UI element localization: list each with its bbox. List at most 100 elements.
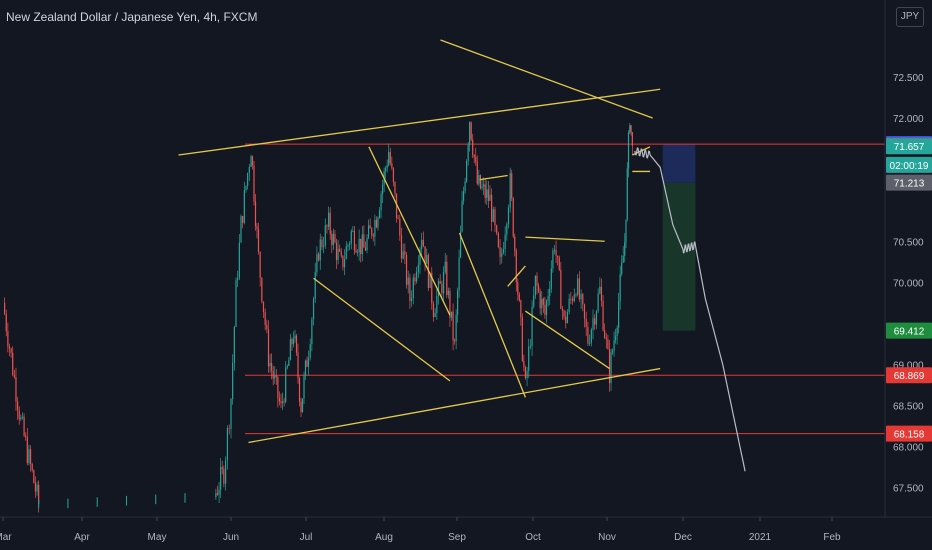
candle — [457, 290, 459, 315]
candle — [400, 235, 403, 259]
candle — [504, 234, 506, 250]
candle — [547, 295, 549, 302]
candle — [297, 352, 299, 379]
candle — [264, 312, 266, 325]
candle — [580, 294, 582, 300]
candle — [595, 311, 598, 325]
candle — [375, 219, 378, 228]
candle — [388, 151, 390, 166]
price-axis — [885, 0, 932, 550]
candle — [29, 449, 32, 465]
trendline — [368, 146, 451, 316]
candle — [594, 318, 596, 325]
price-label-box — [886, 425, 932, 442]
candle — [537, 285, 540, 292]
trendline — [458, 232, 527, 398]
candle — [473, 154, 475, 158]
candle — [31, 464, 33, 471]
candle — [225, 460, 227, 484]
candle — [434, 312, 436, 317]
take-profit-zone — [662, 182, 696, 331]
candle — [301, 398, 304, 413]
price-tick-label: 68.500 — [893, 402, 924, 413]
candle — [417, 264, 419, 272]
candle — [251, 156, 254, 166]
candle — [565, 316, 567, 324]
candle — [367, 225, 370, 238]
candle — [520, 300, 522, 318]
candle — [577, 278, 579, 295]
candle — [475, 157, 477, 162]
candle — [247, 173, 249, 186]
candle — [20, 417, 22, 420]
candle — [501, 252, 503, 257]
candle — [405, 254, 408, 285]
candle — [509, 173, 511, 208]
candle — [555, 249, 557, 256]
candle — [459, 231, 462, 258]
candle — [280, 401, 282, 404]
price-label: 68.158 — [886, 425, 932, 442]
candle — [298, 378, 301, 402]
candle — [600, 286, 603, 301]
candle — [486, 189, 488, 198]
time-tick-label: Sep — [448, 532, 466, 543]
candle — [350, 231, 352, 244]
candle — [631, 132, 633, 146]
candle — [568, 298, 570, 312]
candle — [339, 248, 341, 252]
candle — [558, 257, 560, 270]
candle — [521, 317, 523, 362]
candle — [262, 301, 265, 313]
candle — [514, 236, 516, 251]
candle — [5, 313, 7, 332]
candle — [481, 186, 483, 189]
candle — [363, 234, 365, 248]
candle — [578, 278, 580, 300]
candle — [444, 261, 446, 273]
candle — [13, 374, 15, 378]
candle — [624, 242, 626, 256]
candle — [626, 168, 628, 220]
candle — [529, 346, 531, 348]
candle — [492, 209, 494, 222]
candle — [28, 449, 30, 463]
candle — [311, 319, 313, 344]
candle — [575, 294, 577, 296]
candle — [528, 346, 530, 372]
candle — [470, 122, 472, 140]
candle — [347, 244, 349, 247]
price-label-box — [886, 174, 932, 191]
candle — [316, 254, 318, 273]
candle — [335, 242, 338, 260]
candle — [422, 239, 424, 247]
currency-button[interactable]: JPY — [896, 7, 924, 27]
candle — [358, 238, 360, 253]
candle — [309, 343, 311, 358]
candle — [281, 401, 284, 404]
chart-title: New Zealand Dollar / Japanese Yen, 4h, F… — [6, 10, 258, 24]
price-label-text: 71.213 — [894, 179, 925, 190]
candle — [502, 249, 505, 253]
candle — [289, 339, 291, 361]
price-label: 68.869 — [886, 367, 932, 384]
candle — [607, 339, 609, 350]
price-label: 71.657 — [886, 138, 932, 155]
candle — [409, 277, 411, 302]
candle — [452, 311, 454, 341]
candle — [416, 271, 418, 282]
candle — [230, 398, 232, 429]
candle — [412, 277, 414, 299]
candle — [439, 281, 441, 284]
candle — [557, 255, 559, 258]
candle — [507, 207, 510, 225]
candle — [372, 235, 374, 237]
candle — [395, 193, 398, 219]
candle — [484, 184, 486, 198]
candle — [237, 277, 239, 281]
candle — [245, 185, 247, 191]
time-tick-label: Dec — [674, 532, 692, 543]
candle — [610, 352, 612, 384]
